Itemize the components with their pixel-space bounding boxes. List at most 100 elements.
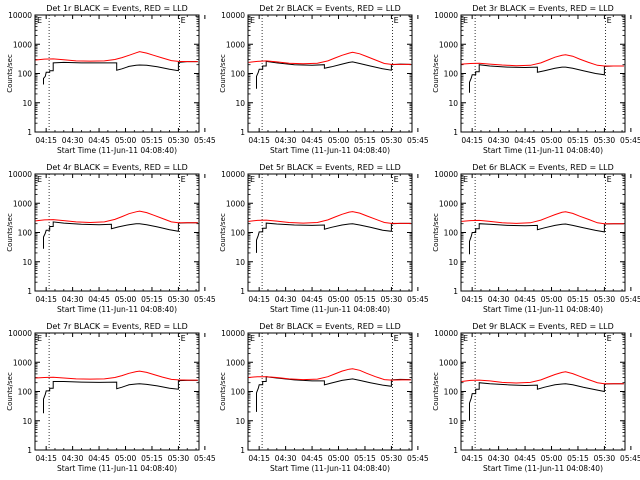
x-tick-label: 05:30 — [381, 136, 403, 145]
x-axis-label: Start Time (11-Jun-11 04:08:40) — [483, 305, 603, 314]
x-tick-label: 05:45 — [620, 454, 640, 463]
marker-e-left: E — [463, 334, 468, 343]
x-tick-label: 04:30 — [488, 454, 510, 463]
marker-e-right: E — [181, 334, 186, 343]
x-tick-label: 05:00 — [328, 454, 350, 463]
x-tick-label: 05:00 — [328, 136, 350, 145]
x-tick-label: 04:45 — [88, 454, 110, 463]
plot-frame — [34, 173, 200, 292]
y-tick-label: 100 — [231, 70, 246, 79]
marker-e-left: E — [250, 175, 255, 184]
events-series-line — [469, 64, 624, 93]
lld-series-line — [461, 54, 624, 67]
y-axis-label: Counts/sec — [432, 213, 440, 252]
marker-e-left: E — [37, 16, 42, 25]
y-tick-label: 100 — [444, 388, 459, 397]
x-tick-label: 05:45 — [620, 295, 640, 304]
lld-series-line — [248, 368, 411, 381]
x-tick-label: 05:30 — [168, 295, 190, 304]
x-tick-label: 05:15 — [354, 295, 376, 304]
events-series-line — [469, 382, 624, 421]
marker-e-left: E — [37, 334, 42, 343]
chart-title: Det 5r BLACK = Events, RED = LLD — [259, 163, 401, 172]
events-series-line — [256, 376, 411, 412]
y-tick-label: 10 — [448, 417, 458, 426]
y-tick-label: 1 — [27, 287, 32, 296]
x-tick-label: 05:30 — [594, 454, 616, 463]
y-tick-label: 100 — [231, 229, 246, 238]
x-tick-label: 05:30 — [168, 454, 190, 463]
chart-title: Det 3r BLACK = Events, RED = LLD — [472, 4, 614, 13]
chart-title: Det 6r BLACK = Events, RED = LLD — [472, 163, 614, 172]
x-tick-label: 05:15 — [567, 136, 589, 145]
x-tick-label: 05:00 — [541, 136, 563, 145]
x-tick-label: 04:30 — [275, 295, 297, 304]
y-tick-label: 1000 — [13, 358, 32, 367]
x-tick-label: 05:00 — [115, 295, 137, 304]
detector-chart-4: Det 4r BLACK = Events, RED = LLD 1 10 100 10… — [6, 163, 216, 314]
y-axis-label: Counts/sec — [219, 372, 227, 411]
y-tick-label: 10 — [448, 99, 458, 108]
events-series-line — [256, 222, 411, 253]
plot-frame — [247, 14, 413, 133]
chart-title: Det 1r BLACK = Events, RED = LLD — [46, 4, 188, 13]
y-tick-label: 1 — [240, 446, 245, 455]
x-tick-label: 05:15 — [354, 136, 376, 145]
x-tick-label: 04:15 — [35, 295, 57, 304]
x-tick-label: 04:30 — [62, 136, 84, 145]
detector-chart-2: Det 2r BLACK = Events, RED = LLD 1 10 100 10… — [219, 4, 429, 155]
lld-series-line — [35, 370, 198, 381]
y-tick-label: 1 — [240, 287, 245, 296]
detector-chart-1: Det 1r BLACK = Events, RED = LLD 1 10 100 10… — [6, 4, 216, 155]
lld-series-line — [35, 51, 198, 63]
marker-e-right: E — [394, 175, 399, 184]
y-tick-label: 10000 — [221, 329, 245, 338]
y-tick-label: 100 — [444, 229, 459, 238]
marker-e-right: E — [394, 334, 399, 343]
y-tick-label: 1 — [27, 128, 32, 137]
x-tick-label: 05:00 — [328, 295, 350, 304]
x-tick-label: 04:45 — [514, 136, 536, 145]
x-tick-label: 04:15 — [461, 136, 483, 145]
y-tick-label: 10000 — [221, 170, 245, 179]
events-series-line — [43, 221, 198, 249]
x-tick-label: 05:00 — [541, 454, 563, 463]
y-tick-label: 1 — [453, 128, 458, 137]
y-tick-label: 100 — [231, 388, 246, 397]
marker-e-left: E — [463, 16, 468, 25]
marker-e-right: E — [607, 175, 612, 184]
x-tick-label: 05:30 — [381, 295, 403, 304]
y-tick-label: 10 — [22, 258, 32, 267]
plot-frame — [460, 332, 626, 451]
x-tick-label: 04:30 — [488, 295, 510, 304]
y-tick-label: 10000 — [8, 329, 32, 338]
y-tick-label: 1000 — [439, 40, 458, 49]
y-tick-label: 10000 — [434, 11, 458, 20]
y-axis-label: Counts/sec — [219, 54, 227, 93]
x-tick-label: 05:45 — [194, 295, 216, 304]
lld-series-line — [248, 51, 411, 65]
marker-e-left: E — [250, 334, 255, 343]
marker-e-right: E — [181, 175, 186, 184]
y-tick-label: 1000 — [226, 358, 245, 367]
x-axis-label: Start Time (11-Jun-11 04:08:40) — [57, 464, 177, 473]
events-series-line — [43, 379, 198, 414]
y-axis-label: Counts/sec — [6, 54, 14, 93]
y-tick-label: 10 — [235, 258, 245, 267]
x-tick-label: 04:45 — [514, 295, 536, 304]
y-axis-label: Counts/sec — [432, 54, 440, 93]
lld-series-line — [35, 210, 198, 224]
detector-chart-8: Det 8r BLACK = Events, RED = LLD 1 10 100 10… — [219, 322, 429, 473]
x-tick-label: 05:15 — [354, 454, 376, 463]
chart-title: Det 4r BLACK = Events, RED = LLD — [46, 163, 188, 172]
plot-frame — [460, 14, 626, 133]
lld-series-line — [461, 371, 624, 385]
detector-chart-5: Det 5r BLACK = Events, RED = LLD 1 10 100 10… — [219, 163, 429, 314]
marker-e-left: E — [250, 16, 255, 25]
x-tick-label: 05:45 — [194, 454, 216, 463]
y-tick-label: 10000 — [221, 11, 245, 20]
chart-title: Det 2r BLACK = Events, RED = LLD — [259, 4, 401, 13]
y-tick-label: 1000 — [439, 199, 458, 208]
plot-frame — [34, 332, 200, 451]
